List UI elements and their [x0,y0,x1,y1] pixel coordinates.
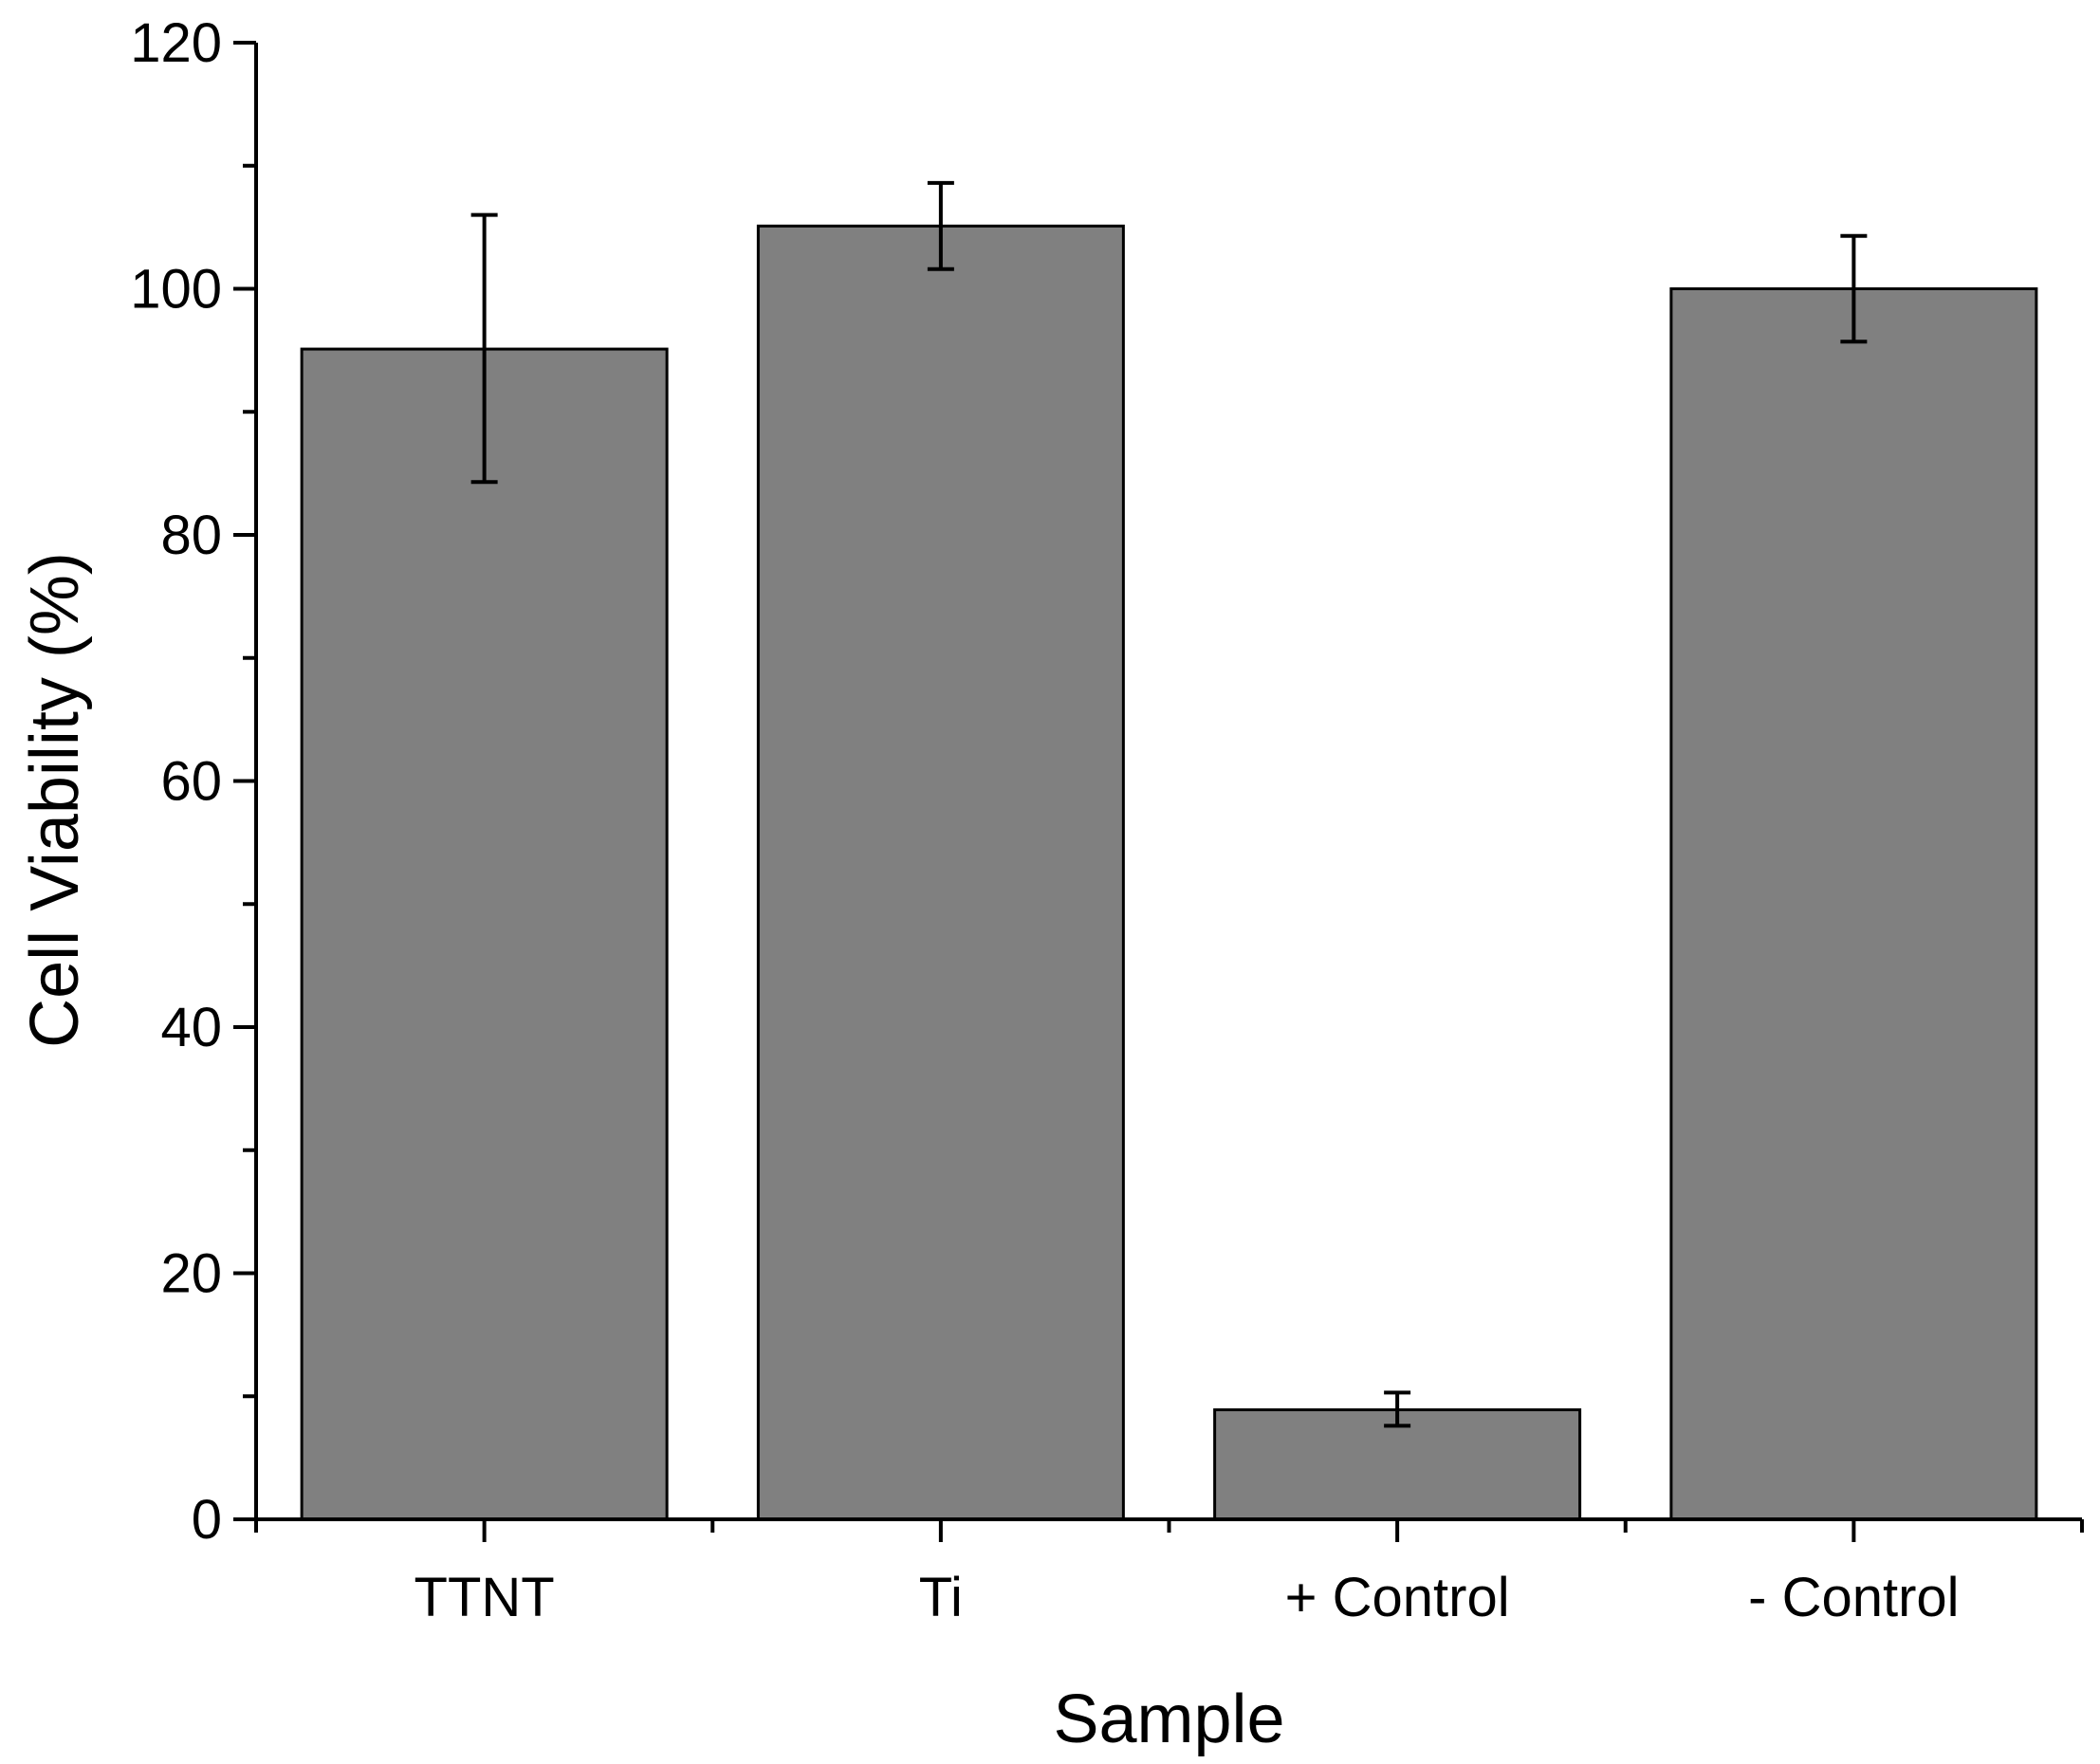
error-bars-layer [470,180,1868,1428]
y-tick-label: 0 [192,1489,222,1551]
bar-0 [300,347,669,1521]
error-bar-1 [927,180,954,271]
x-tick-label: - Control [1748,1567,1959,1628]
y-tick-label: 80 [160,505,222,566]
bar-2 [1213,1408,1582,1521]
x-tick-label: TTNT [414,1567,555,1628]
y-axis-title: Cell Viability (%) [17,552,93,1048]
y-tick-label: 20 [160,1243,222,1305]
y-tick-label: 60 [160,751,222,813]
bar-1 [756,224,1125,1521]
error-bar-2 [1384,1390,1411,1428]
y-tick-label: 40 [160,997,222,1058]
bar-3 [1669,287,2038,1521]
bars-layer [300,224,2038,1521]
error-bar-3 [1840,233,1868,344]
error-bar-0 [470,212,498,485]
x-axis-title: Sample [1053,1681,1284,1757]
y-tick-label: 120 [130,12,222,74]
x-tick-label: Ti [919,1567,963,1628]
y-tick-label: 100 [130,259,222,321]
labels-layer: 0 20 40 60 80 100 120 TTNT Ti + Control - Control [130,12,1959,1628]
x-tick-label: + Control [1285,1567,1510,1628]
axes-layer [233,41,2084,1542]
